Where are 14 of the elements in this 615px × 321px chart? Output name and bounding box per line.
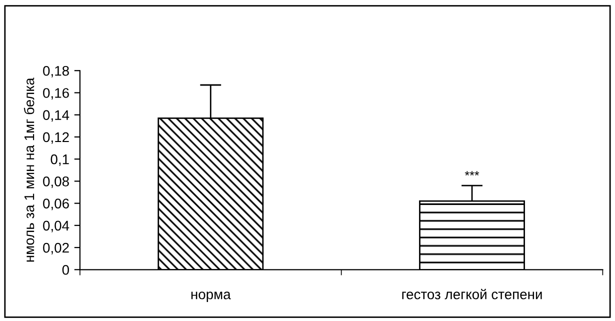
y-tick-label: 0,18 xyxy=(43,66,69,78)
y-tick-label: 0,16 xyxy=(43,88,69,100)
y-tick-label: 0 xyxy=(62,264,69,275)
y-tick-label: 0,02 xyxy=(43,242,69,254)
y-tick-label: 0,1 xyxy=(50,154,69,166)
x-tick-label: гестоз легкой степени xyxy=(402,288,542,300)
y-tick-label: 0,08 xyxy=(43,176,69,188)
y-tick-label: 0,14 xyxy=(43,110,70,122)
y-tick-label: 0,04 xyxy=(43,220,70,232)
y-tick-label: 0,12 xyxy=(43,132,69,144)
y-tick-label: 0,06 xyxy=(43,198,69,210)
y-axis-title: нмоль за 1 мин на 1мг белка xyxy=(24,78,34,262)
annotation: *** xyxy=(464,171,480,176)
x-tick-label: норма xyxy=(191,292,231,302)
